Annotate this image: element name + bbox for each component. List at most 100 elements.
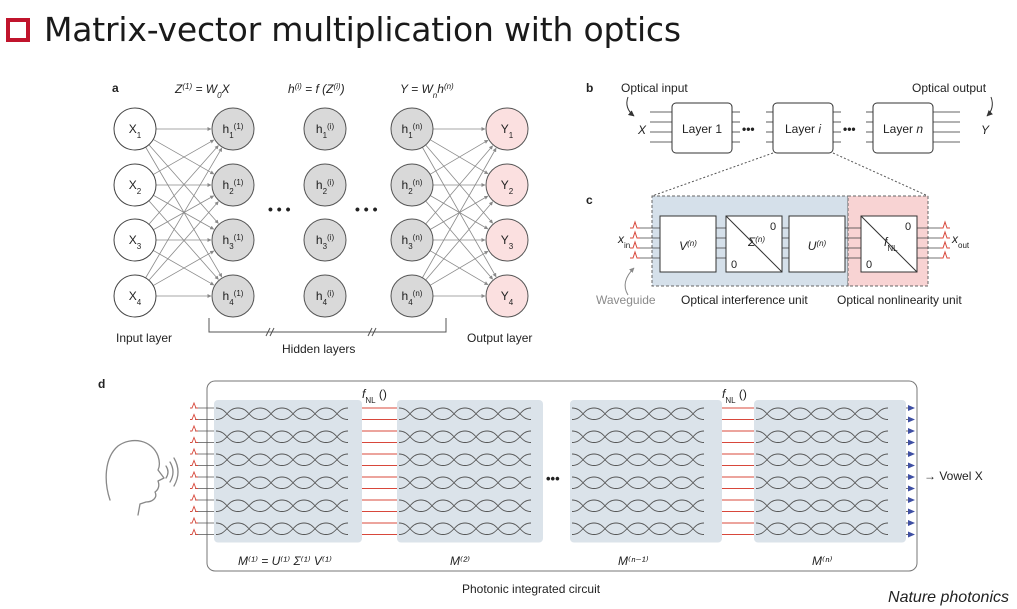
connection-arrow bbox=[148, 145, 219, 225]
input-node: X2 bbox=[113, 163, 157, 207]
photonic-chip-outline bbox=[206, 380, 918, 572]
mesh-block-1 bbox=[214, 400, 362, 543]
speaker-head-icon bbox=[105, 439, 179, 516]
mesh-ellipsis: ••• bbox=[546, 471, 560, 486]
nonlinearity-unit-label: Optical nonlinearity unit bbox=[837, 293, 962, 307]
hidden-node-layer-1: h2(1) bbox=[211, 163, 255, 207]
hidden-node-layer-i: h4(i) bbox=[303, 274, 347, 318]
input-pulse bbox=[190, 424, 198, 432]
connection-arrow bbox=[429, 195, 489, 230]
m1-label: M⁽¹⁾ = U⁽¹⁾ Σ⁽¹⁾ V⁽¹⁾ bbox=[238, 554, 332, 568]
hidden-node-layer-i: h3(i) bbox=[303, 218, 347, 262]
photodetector-marker bbox=[908, 405, 915, 411]
photodetector-marker bbox=[908, 485, 915, 492]
fnl-diagonal bbox=[860, 215, 918, 273]
photodetector-marker bbox=[908, 531, 915, 538]
mzi-waveguides bbox=[398, 407, 532, 535]
panel-d: d fNL () fNL () ••• M⁽¹⁾ = U⁽¹⁾ Σ⁽¹⁾ V⁽¹… bbox=[98, 377, 983, 596]
layer-waveguides bbox=[650, 111, 960, 143]
node-label: h4(1) bbox=[223, 289, 244, 307]
equation-hi: h(i) = f (Z(i)) bbox=[288, 82, 345, 97]
connection-arrow bbox=[425, 145, 493, 225]
input-pulse bbox=[190, 470, 198, 478]
output-pulse bbox=[940, 240, 950, 249]
mesh-block-3 bbox=[570, 400, 722, 543]
zoom-line-right bbox=[832, 152, 929, 197]
panel-b: b Optical input Optical output X Y Layer… bbox=[586, 81, 993, 197]
hidden-node-layer-i: h1(i) bbox=[303, 107, 347, 151]
connection-arrow bbox=[153, 250, 215, 286]
fnl-zero-top: 0 bbox=[905, 221, 911, 233]
mn-label: M⁽ⁿ⁾ bbox=[812, 554, 832, 568]
node-label: X1 bbox=[129, 122, 142, 140]
photodetector-marker bbox=[908, 462, 915, 469]
photodetector-marker bbox=[908, 439, 915, 446]
layer-i-label: Layer i bbox=[785, 122, 821, 136]
ellipsis-left: • • • bbox=[268, 201, 291, 217]
photonic-circuit-label: Photonic integrated circuit bbox=[462, 582, 601, 596]
waveguide-pointer-arrow bbox=[624, 267, 635, 296]
node-label: h2(n) bbox=[402, 178, 423, 196]
panel-d-label: d bbox=[98, 377, 105, 391]
zoom-line-left bbox=[651, 152, 774, 197]
photodetector-marker bbox=[908, 520, 915, 526]
fnl-label-1: fNL () bbox=[362, 387, 387, 405]
mesh-block-4 bbox=[754, 400, 906, 543]
hidden-node-layer-n: h1(n) bbox=[390, 107, 434, 151]
y-output-symbol: Y bbox=[981, 123, 990, 137]
input-pulse bbox=[190, 528, 198, 535]
node-label: X3 bbox=[129, 233, 142, 251]
node-label: h1(i) bbox=[316, 122, 335, 140]
connection-arrow bbox=[145, 147, 223, 279]
photodetector-marker bbox=[908, 508, 915, 515]
output-layer-label: Output layer bbox=[467, 331, 532, 345]
input-pulse bbox=[190, 516, 198, 524]
network-connections bbox=[145, 127, 497, 298]
mzi-meshes bbox=[214, 400, 906, 543]
panel-c: c V(n) Σ(n) 0 0 U(n) fNL 0 0 xin xout Wa… bbox=[586, 193, 970, 307]
u-matrix-label: U(n) bbox=[808, 239, 827, 254]
optical-input-arrow bbox=[626, 96, 635, 117]
hidden-layers-bracket bbox=[208, 318, 447, 333]
node-label: Y4 bbox=[501, 289, 514, 307]
layer-n-label: Layer n bbox=[883, 122, 923, 136]
m2-label: M⁽²⁾ bbox=[450, 554, 470, 568]
optical-output-label: Optical output bbox=[912, 81, 987, 95]
connection-arrow bbox=[429, 250, 489, 286]
panel-b-label: b bbox=[586, 81, 593, 95]
network-nodes: X1 X2 X3 X4 h1(1) h2(1) h3(1) h4(1) h1(i) h2(i) h3… bbox=[113, 107, 529, 318]
output-pulse bbox=[940, 220, 950, 229]
connection-arrow bbox=[429, 139, 489, 175]
hidden-node-layer-n: h3(n) bbox=[390, 218, 434, 262]
connection-arrow bbox=[422, 147, 497, 278]
mzi-waveguides bbox=[571, 407, 705, 535]
v-matrix-label: V(n) bbox=[679, 239, 697, 254]
hidden-layers-label: Hidden layers bbox=[282, 342, 355, 356]
input-pulse bbox=[630, 230, 640, 239]
chip-io bbox=[190, 401, 915, 538]
layer-1-box bbox=[671, 102, 733, 154]
mesh-block-2 bbox=[397, 400, 543, 543]
input-pulse bbox=[630, 250, 640, 259]
mn-minus-1-label: M⁽ⁿ⁻¹⁾ bbox=[618, 554, 649, 568]
input-layer-label: Input layer bbox=[116, 331, 172, 345]
hidden-node-layer-n: h2(n) bbox=[390, 163, 434, 207]
input-pulse bbox=[190, 401, 198, 409]
node-label: Y3 bbox=[501, 233, 514, 251]
input-pulse bbox=[190, 436, 198, 443]
interference-unit-label: Optical interference unit bbox=[681, 293, 808, 307]
node-label: Y2 bbox=[501, 178, 514, 196]
u-matrix-box bbox=[788, 215, 846, 273]
node-label: h3(n) bbox=[402, 233, 423, 251]
input-pulse bbox=[630, 240, 640, 249]
hidden-node-layer-1: h1(1) bbox=[211, 107, 255, 151]
panel-c-label: c bbox=[586, 193, 593, 207]
connection-arrow bbox=[153, 139, 215, 175]
input-pulse bbox=[190, 482, 198, 489]
connection-arrow bbox=[153, 250, 215, 286]
sigma-zero-top: 0 bbox=[770, 221, 776, 233]
hidden-node-layer-1: h3(1) bbox=[211, 218, 255, 262]
output-node: Y3 bbox=[485, 218, 529, 262]
output-node: Y4 bbox=[485, 274, 529, 318]
